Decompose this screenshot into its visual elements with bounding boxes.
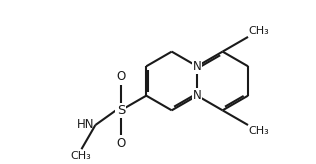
Text: O: O xyxy=(116,137,125,150)
Text: O: O xyxy=(116,70,125,83)
Text: S: S xyxy=(117,104,125,117)
Text: N: N xyxy=(193,60,202,73)
Text: CH₃: CH₃ xyxy=(70,151,91,161)
Text: HN: HN xyxy=(77,118,94,131)
Text: N: N xyxy=(193,89,202,102)
Text: CH₃: CH₃ xyxy=(248,26,269,36)
Text: CH₃: CH₃ xyxy=(248,126,269,136)
